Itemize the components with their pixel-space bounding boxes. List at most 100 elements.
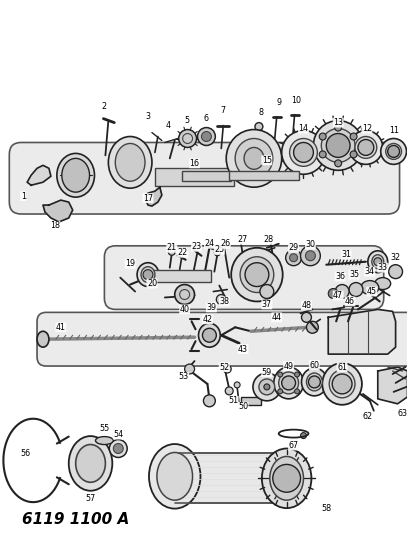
Ellipse shape [306,373,321,391]
Text: 11: 11 [389,126,399,135]
Text: 9: 9 [276,98,281,107]
Ellipse shape [278,372,298,394]
Text: 33: 33 [377,263,387,272]
Ellipse shape [137,263,159,287]
Text: 24: 24 [204,239,214,248]
Text: 55: 55 [99,424,109,433]
Ellipse shape [354,136,376,158]
Circle shape [202,328,216,342]
Circle shape [259,285,273,298]
Ellipse shape [348,131,382,164]
Circle shape [178,130,196,148]
Ellipse shape [261,448,311,508]
Text: 27: 27 [236,236,247,244]
Ellipse shape [115,143,145,181]
Circle shape [281,376,295,390]
Ellipse shape [328,370,354,398]
Circle shape [289,254,297,262]
Circle shape [387,146,399,157]
Text: 2: 2 [101,102,107,111]
Text: 35: 35 [348,270,358,279]
Circle shape [373,258,381,265]
Ellipse shape [69,436,112,491]
Ellipse shape [289,139,317,166]
Circle shape [277,372,282,377]
Polygon shape [27,165,51,185]
FancyBboxPatch shape [37,312,409,366]
Circle shape [305,251,315,261]
Circle shape [254,123,262,131]
Ellipse shape [235,139,272,178]
Circle shape [301,312,311,322]
Text: 22: 22 [177,248,187,257]
Ellipse shape [148,444,200,508]
Text: 19: 19 [125,259,135,268]
Circle shape [109,440,127,457]
Text: 29: 29 [288,243,298,252]
Bar [240,397,260,405]
Text: 62: 62 [362,412,372,421]
Text: 23: 23 [191,243,201,251]
Text: 3: 3 [145,112,150,121]
Text: 56: 56 [20,449,30,458]
Bar [155,168,234,186]
Text: 6119 1100 A: 6119 1100 A [22,512,128,528]
Circle shape [258,379,274,395]
Text: 53: 53 [178,373,188,382]
Text: 54: 54 [113,430,123,439]
Polygon shape [145,187,162,206]
Circle shape [143,270,153,280]
Circle shape [272,464,300,492]
Text: 61: 61 [336,362,346,372]
Circle shape [252,373,280,401]
Circle shape [201,132,211,141]
Bar [181,171,231,181]
Ellipse shape [301,368,326,396]
Circle shape [349,151,356,158]
Circle shape [388,265,402,279]
Ellipse shape [231,248,282,302]
Text: 16: 16 [189,159,199,168]
Ellipse shape [281,131,324,174]
Ellipse shape [360,280,378,295]
Circle shape [174,285,194,304]
Circle shape [331,374,351,394]
Circle shape [306,321,317,333]
Text: 63: 63 [397,409,407,418]
Text: 31: 31 [340,251,350,259]
Circle shape [225,387,233,395]
Text: 45: 45 [366,287,376,296]
Circle shape [203,395,215,407]
Text: 10: 10 [291,96,301,105]
Circle shape [216,295,226,304]
Text: 58: 58 [320,504,330,513]
Text: 51: 51 [227,397,238,405]
Text: 41: 41 [56,323,66,332]
Text: 36: 36 [334,272,344,281]
Text: 44: 44 [271,313,281,322]
Circle shape [349,133,356,140]
Circle shape [328,288,337,298]
Ellipse shape [371,255,383,269]
Ellipse shape [76,445,105,482]
Ellipse shape [269,456,303,500]
Circle shape [334,124,341,131]
Ellipse shape [367,251,387,273]
Text: 32: 32 [390,253,400,262]
Circle shape [263,384,269,390]
Text: 43: 43 [238,345,247,354]
Circle shape [300,246,319,265]
Polygon shape [328,309,395,354]
Text: 28: 28 [263,236,273,244]
Ellipse shape [321,128,354,163]
Ellipse shape [95,437,113,445]
Circle shape [319,133,326,140]
Text: 48: 48 [301,301,311,310]
Text: 60: 60 [309,360,319,369]
Bar [174,454,283,503]
FancyBboxPatch shape [9,142,399,214]
Ellipse shape [380,139,405,164]
Text: 30: 30 [305,240,315,249]
Circle shape [294,389,299,394]
Text: 57: 57 [85,494,95,503]
